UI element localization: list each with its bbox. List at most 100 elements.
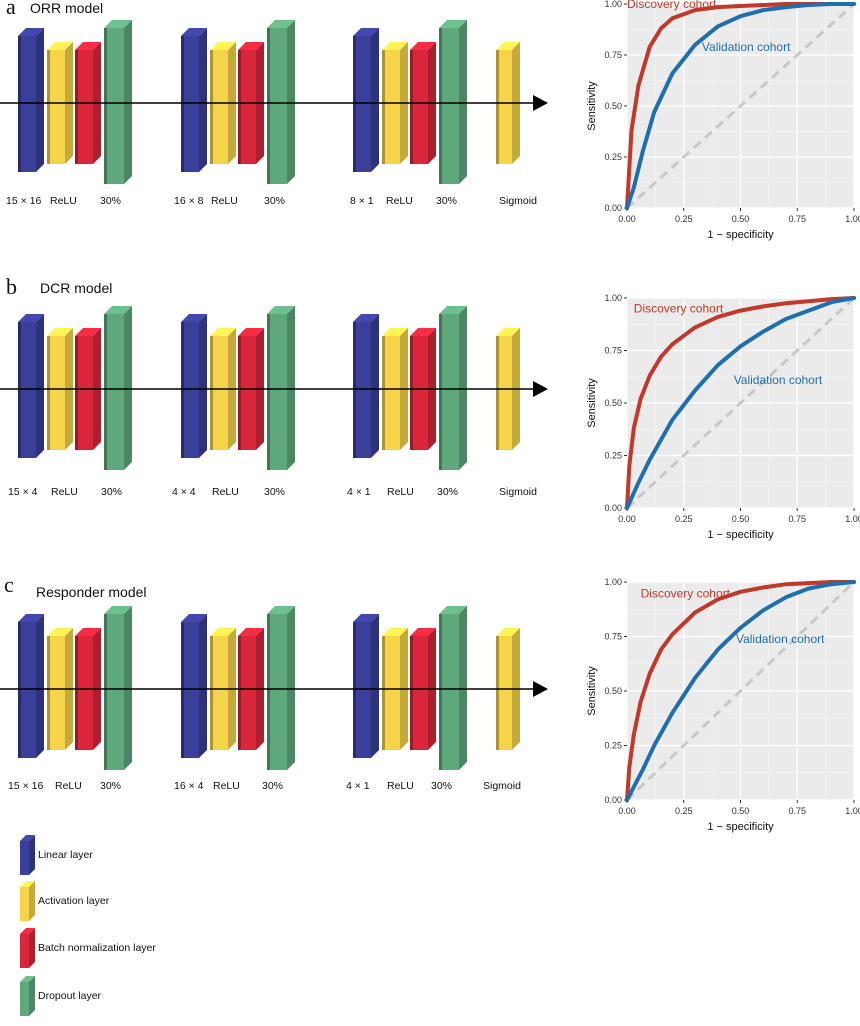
activation-layer-block [382,328,408,450]
batchnorm-layer-block [238,328,264,450]
model-title: DCR model [40,280,113,296]
layer-label: 30% [437,486,459,498]
flow-arrow-head [533,381,548,397]
layer-label: 30% [262,780,284,792]
dropout-layer-block [267,606,295,770]
panel-letter: a [6,0,16,19]
layer-label: 15 × 4 [8,486,38,498]
layer-label: Sigmoid [483,780,521,792]
roc-chart: 0.000.00 0.25 0.25 0.50 0.50 0.75 0.75 1.00 1.00… [586,578,860,833]
panel-b: b DCR model 15 × 4 ReLU 30% 4 × 4 ReLU 3… [0,274,860,556]
linear-layer-block [18,28,44,172]
x-tick-label: 1.00 [845,514,860,524]
layer-label: ReLU [50,195,77,207]
y-tick-label: 1.00 [604,0,622,9]
x-axis-label: 1 − specificity [707,529,774,541]
x-tick-label: 1.00 [845,806,860,816]
linear-layer-block [353,314,379,458]
x-tick-label: 0.00 [618,806,636,816]
discovery-label: Discovery cohort [634,302,724,316]
panel-letter: c [4,572,14,597]
validation-label: Validation cohort [736,632,825,646]
y-axis-label: Sensitivity [586,666,598,716]
layer-label: ReLU [51,486,78,498]
x-tick-label: 0.25 [675,806,693,816]
validation-curve [625,580,856,802]
flow-arrow-head [533,95,548,111]
y-tick-label: 0.50 [604,101,622,111]
layer-label: 16 × 4 [174,780,204,792]
x-tick-label: 0.00 [618,214,636,224]
layer-label: Sigmoid [499,486,537,498]
legend-swatch-batchnorm [20,928,35,968]
discovery-curve [625,296,856,510]
dropout-layer-block [104,306,132,470]
discovery-label: Discovery cohort [641,586,731,600]
discovery-label: Discovery cohort [627,0,717,11]
layer-label: 4 × 4 [172,486,196,498]
y-tick-label: 0.25 [604,451,622,461]
validation-label: Validation cohort [702,40,791,54]
legend-swatch-linear [20,835,35,875]
linear-layer-block [18,314,44,458]
reference-diagonal [625,2,856,210]
layer-label: ReLU [386,195,413,207]
sigmoid-layer-block [496,328,520,450]
x-axis-label: 1 − specificity [707,821,774,833]
dropout-layer-block [104,20,132,184]
legend-label-batchnorm: Batch normalization layer [38,942,156,954]
y-tick-label: 0.00 [604,203,622,213]
linear-layer-block [353,614,379,758]
x-tick-label: 0.50 [732,514,750,524]
activation-layer-block [382,628,408,750]
layer-label: ReLU [213,780,240,792]
dropout-layer-block [439,606,467,770]
flow-arrow-head [533,681,548,697]
y-tick-label: 1.00 [604,578,622,587]
layer-label: 15 × 16 [6,195,42,207]
y-tick-label: 0.00 [604,503,622,513]
y-tick-label: 0.25 [604,741,622,751]
layer-label: 30% [100,780,122,792]
linear-layer-block [353,28,379,172]
legend-label-dropout: Dropout layer [38,990,102,1002]
dropout-layer-block [439,306,467,470]
legend-swatches [20,835,35,1016]
reference-diagonal [625,296,856,510]
layer-label: ReLU [387,780,414,792]
batchnorm-layer-block [410,42,436,164]
layer-label: 4 × 1 [347,486,371,498]
layer-label: ReLU [55,780,82,792]
x-tick-label: 0.25 [675,214,693,224]
y-axis-label: Sensitivity [586,378,598,428]
layer-label: 8 × 1 [350,195,374,207]
panel-a: a ORR model 15 × 16 ReLU 30% 16 × 8 ReLU… [0,0,860,260]
batchnorm-layer-block [238,42,264,164]
y-tick-label: 0.25 [604,152,622,162]
layer-label: 30% [101,486,123,498]
dropout-layer-block [104,606,132,770]
layer-label: 15 × 16 [8,780,44,792]
activation-layer-block [47,328,73,450]
x-tick-label: 0.25 [675,514,693,524]
dropout-layer-block [267,20,295,184]
discovery-curve [625,580,856,802]
layer-label: 4 × 1 [346,780,370,792]
y-tick-label: 0.00 [604,795,622,805]
legend-label-activation: Activation layer [38,895,110,907]
y-tick-label: 0.75 [604,632,622,642]
model-title: ORR model [30,0,104,16]
linear-layer-block [18,614,44,758]
linear-layer-block [181,28,207,172]
dropout-layer-block [439,20,467,184]
layer-label: ReLU [212,486,239,498]
layer-label: 30% [436,195,458,207]
validation-curve [625,2,856,210]
legend-swatch-activation [20,881,35,921]
architecture-diagram [0,606,548,770]
discovery-curve [625,2,856,210]
layer-label: ReLU [387,486,414,498]
layer-label: ReLU [211,195,238,207]
y-axis-label: Sensitivity [586,81,598,131]
layer-label: 30% [264,195,286,207]
